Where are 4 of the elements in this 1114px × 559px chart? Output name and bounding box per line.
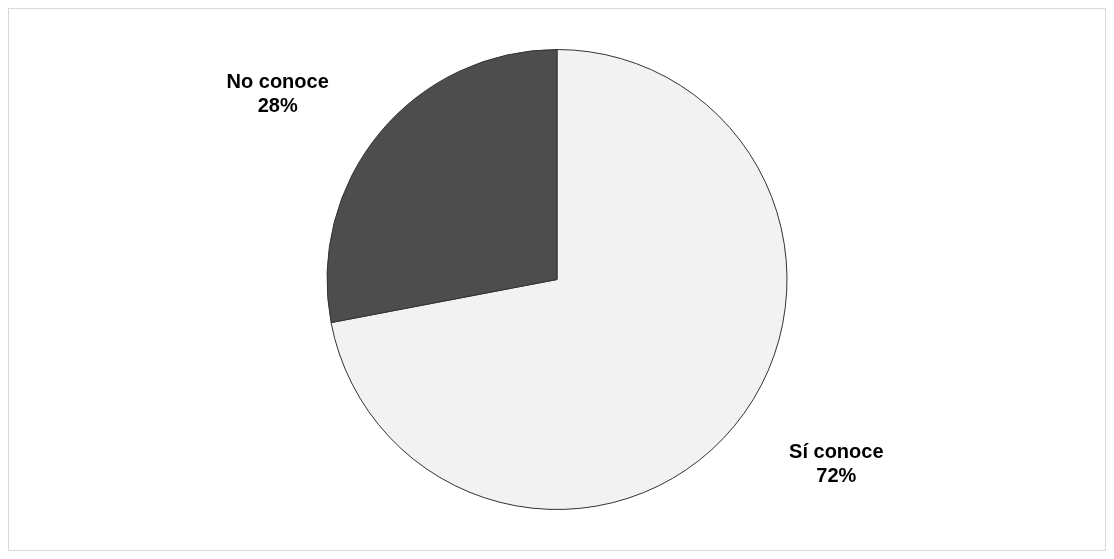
slice-label: Sí conoce <box>789 439 884 462</box>
slice-label: No conoce <box>226 70 329 93</box>
data-label: 72% <box>816 463 857 486</box>
data-label: 28% <box>257 94 298 117</box>
